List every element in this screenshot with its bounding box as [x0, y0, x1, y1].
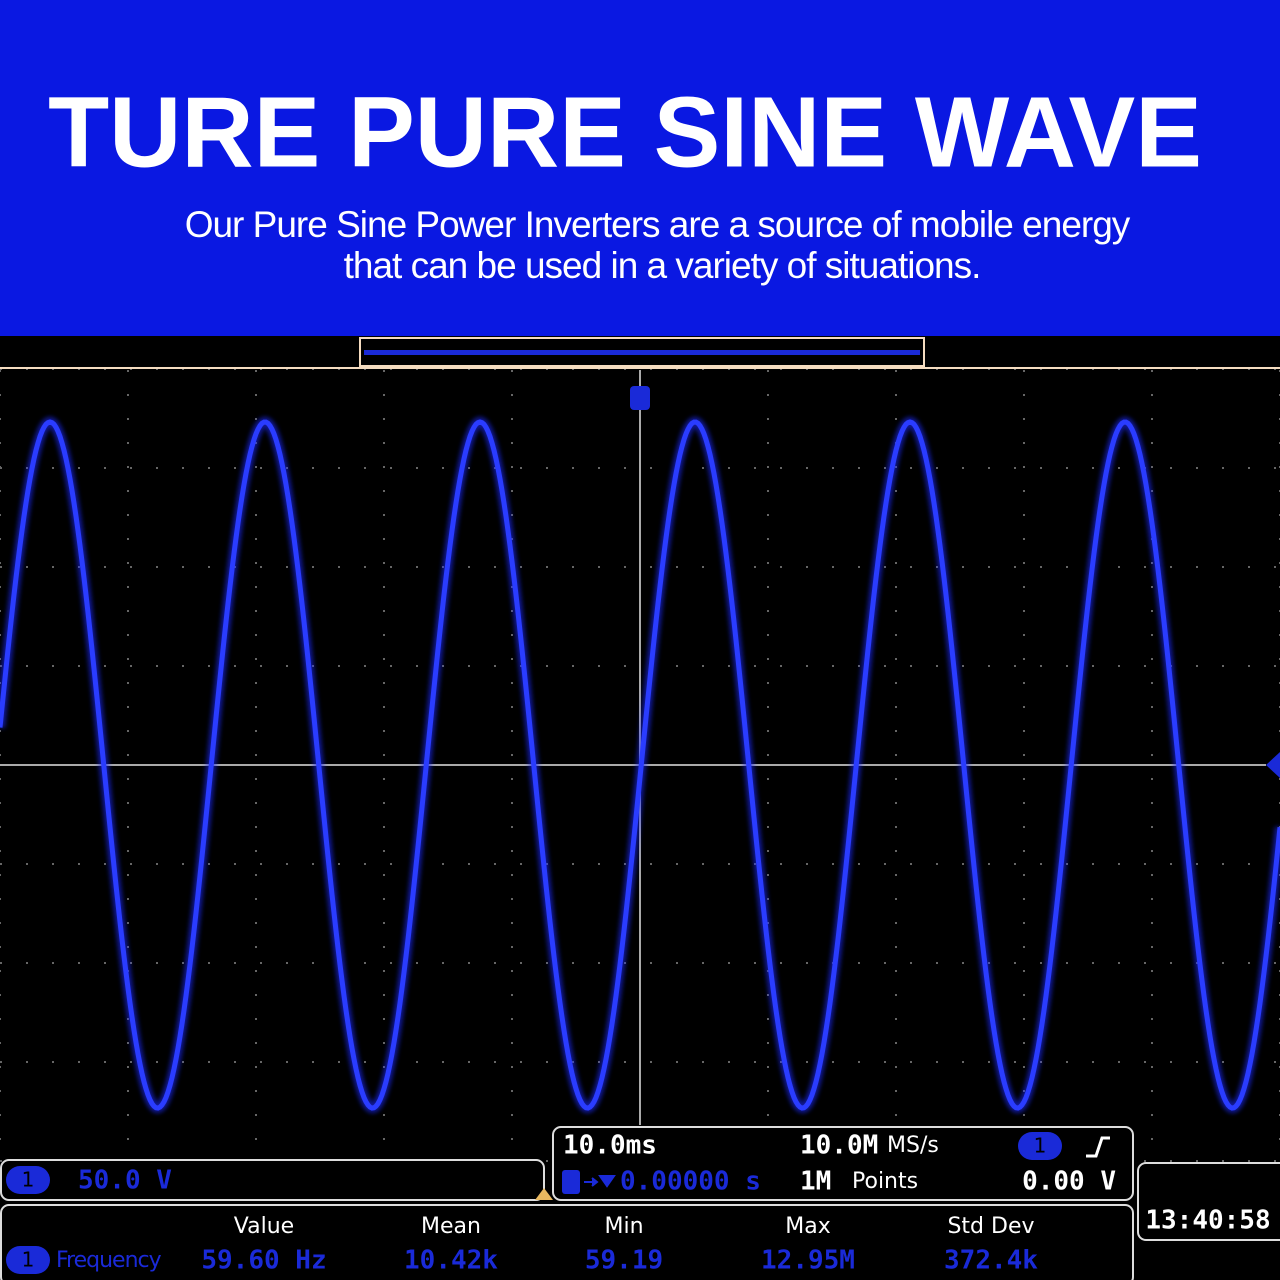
badge: [6, 1246, 50, 1274]
badge-label: 1: [22, 1168, 35, 1192]
record-points: 1M: [800, 1167, 831, 1197]
trigger-icon: [562, 1170, 580, 1194]
clock-box: [1137, 1162, 1280, 1241]
waveform: [0, 419, 1280, 1111]
measurement-header: Value: [234, 1214, 294, 1239]
measurement-header: Max: [785, 1214, 830, 1239]
header-band: [0, 0, 1280, 336]
measurement-value: 59.19: [585, 1246, 663, 1276]
badge-label: 1: [22, 1248, 35, 1272]
measurement-table: Value 59.60 Hz Mean 10.42k Min 59.19 Max 12.95M…: [201, 1214, 1038, 1276]
record-points-unit: Points: [852, 1169, 918, 1194]
sample-rate: 10.0M: [800, 1131, 878, 1161]
timebase-box: [552, 1126, 1134, 1201]
level-marker: [1266, 752, 1280, 778]
measurement-name: Frequency: [56, 1248, 162, 1273]
channel-box: [0, 1159, 545, 1201]
edge-icon: [1086, 1136, 1110, 1158]
measurement-header: Std Dev: [947, 1214, 1034, 1239]
measurement-value: 10.42k: [404, 1246, 498, 1276]
measurement-box: [0, 1204, 1134, 1280]
badge: [6, 1166, 50, 1194]
title: TURE PURE SINE WAVE: [48, 76, 1202, 188]
time-scale: 10.0ms: [563, 1131, 657, 1161]
badge: [1018, 1132, 1062, 1160]
tab-marker: [535, 1188, 553, 1200]
record-view: [359, 337, 925, 367]
trigger-position: 0.00000 s: [620, 1167, 761, 1197]
trigger-level: 0.00 V: [1022, 1167, 1116, 1197]
measurement-value: 59.60 Hz: [201, 1246, 326, 1276]
position-icon: [584, 1175, 616, 1188]
measurement-header: Mean: [421, 1214, 481, 1239]
measurement-value: 12.95M: [761, 1246, 855, 1276]
channel-scale: 50.0 V: [78, 1166, 172, 1196]
subtitle-line: that can be used in a variety of situati…: [344, 245, 981, 286]
sample-rate-unit: MS/s: [887, 1133, 939, 1158]
clock: 13:40:58: [1145, 1206, 1270, 1236]
measurement-value: 372.4k: [944, 1246, 1038, 1276]
measurement-header: Min: [604, 1214, 643, 1239]
subtitle-line: Our Pure Sine Power Inverters are a sour…: [185, 204, 1131, 245]
trigger-marker: [630, 386, 650, 410]
record-bar: [364, 350, 920, 355]
badge-label: 1: [1034, 1134, 1047, 1158]
